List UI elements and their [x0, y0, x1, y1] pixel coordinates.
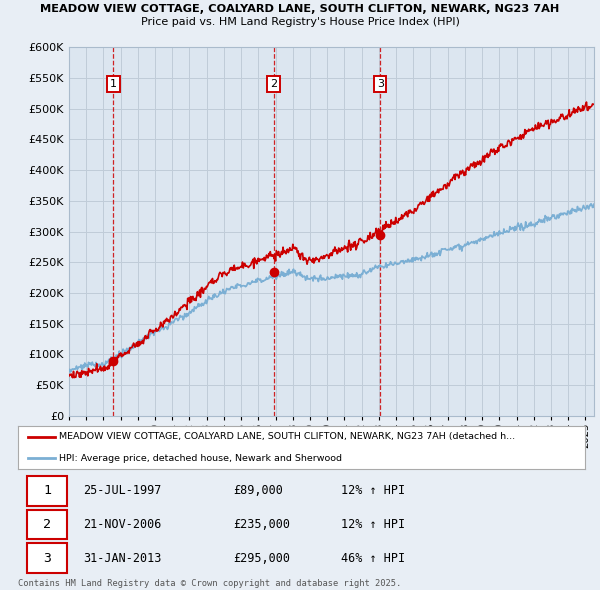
- Text: 3: 3: [377, 79, 384, 89]
- Text: 3: 3: [43, 552, 51, 565]
- FancyBboxPatch shape: [26, 510, 67, 539]
- Text: £89,000: £89,000: [233, 484, 283, 497]
- Text: 25-JUL-1997: 25-JUL-1997: [83, 484, 161, 497]
- Text: 1: 1: [43, 484, 51, 497]
- FancyBboxPatch shape: [26, 543, 67, 573]
- Text: 2: 2: [43, 518, 51, 531]
- Text: 21-NOV-2006: 21-NOV-2006: [83, 518, 161, 531]
- Text: 1: 1: [110, 79, 117, 89]
- Text: MEADOW VIEW COTTAGE, COALYARD LANE, SOUTH CLIFTON, NEWARK, NG23 7AH (detached h.: MEADOW VIEW COTTAGE, COALYARD LANE, SOUT…: [59, 432, 515, 441]
- Text: Price paid vs. HM Land Registry's House Price Index (HPI): Price paid vs. HM Land Registry's House …: [140, 17, 460, 27]
- Text: 12% ↑ HPI: 12% ↑ HPI: [341, 484, 406, 497]
- Text: £235,000: £235,000: [233, 518, 290, 531]
- Text: MEADOW VIEW COTTAGE, COALYARD LANE, SOUTH CLIFTON, NEWARK, NG23 7AH: MEADOW VIEW COTTAGE, COALYARD LANE, SOUT…: [40, 4, 560, 14]
- Text: 2: 2: [270, 79, 277, 89]
- Text: HPI: Average price, detached house, Newark and Sherwood: HPI: Average price, detached house, Newa…: [59, 454, 342, 463]
- Text: 12% ↑ HPI: 12% ↑ HPI: [341, 518, 406, 531]
- FancyBboxPatch shape: [26, 476, 67, 506]
- Text: Contains HM Land Registry data © Crown copyright and database right 2025.
This d: Contains HM Land Registry data © Crown c…: [18, 579, 401, 590]
- Text: 46% ↑ HPI: 46% ↑ HPI: [341, 552, 406, 565]
- Text: £295,000: £295,000: [233, 552, 290, 565]
- Text: 31-JAN-2013: 31-JAN-2013: [83, 552, 161, 565]
